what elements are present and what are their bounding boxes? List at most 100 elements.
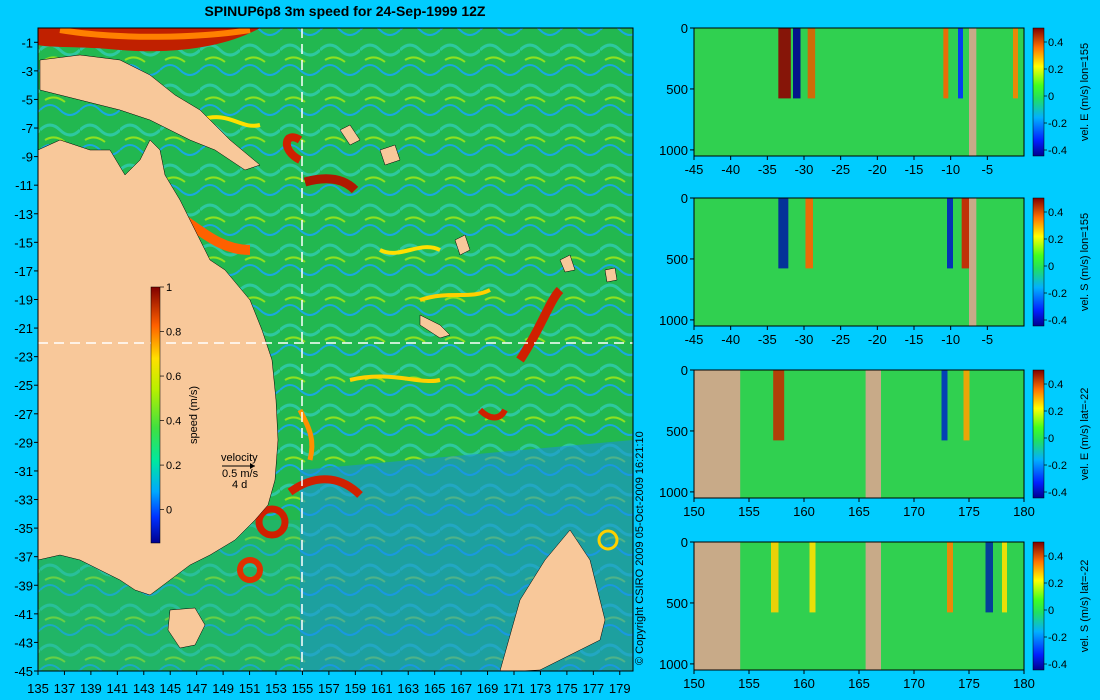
- section-y-tick: 0: [681, 535, 688, 550]
- velocity-streak: [947, 542, 953, 613]
- map-x-tick: 153: [265, 681, 287, 696]
- velocity-streak: [807, 28, 816, 99]
- section-x-tick: -35: [758, 332, 777, 347]
- map-x-tick: 149: [212, 681, 234, 696]
- section-x-tick: -10: [941, 332, 960, 347]
- map-y-tick: -39: [14, 578, 33, 593]
- map-y-tick: -45: [14, 664, 33, 679]
- section-land: [969, 28, 977, 156]
- section-y-tick: 0: [681, 363, 688, 378]
- velocity-key: velocity 0.5 m/s 4 d: [221, 452, 259, 491]
- map-x-tick: 145: [159, 681, 181, 696]
- map-y-tick: -31: [14, 464, 33, 479]
- speed-colorbar-tick: 0.4: [166, 416, 181, 428]
- map-y-tick: -35: [14, 521, 33, 536]
- section-x-tick: -25: [831, 162, 850, 177]
- section-y-tick: 1000: [659, 657, 688, 672]
- section-y-tick: 1000: [659, 313, 688, 328]
- velocity-streak: [941, 370, 948, 441]
- map-frame: [37, 27, 634, 672]
- map-x-tick: 179: [609, 681, 631, 696]
- tasmania: [167, 607, 206, 649]
- velocity-streak: [947, 198, 953, 269]
- section-x-tick: -30: [795, 332, 814, 347]
- section-colorbar-tick: 0.4: [1048, 207, 1063, 219]
- velocity-streak: [958, 28, 963, 99]
- section-x-tick: -20: [868, 332, 887, 347]
- section-x-tick: 180: [1013, 676, 1035, 691]
- section-colorbar-tick: 0: [1048, 261, 1054, 273]
- section-colorbar-tick: 0.4: [1048, 551, 1063, 563]
- map-y-tick: -27: [14, 407, 33, 422]
- map-y-tick: -7: [21, 121, 33, 136]
- velocity-key-speed: 0.5 m/s: [222, 468, 259, 480]
- map-x-tick: 173: [530, 681, 552, 696]
- section-x-tick: 170: [903, 676, 925, 691]
- section-colorbar-tick: -0.4: [1048, 315, 1067, 327]
- section-frame: [693, 197, 1025, 327]
- map-x-tick: 177: [582, 681, 604, 696]
- velocity-streak: [809, 542, 816, 613]
- velocity-streak: [805, 198, 813, 269]
- velocity-streak: [778, 198, 789, 269]
- section-colorbar-label: vel. S (m/s) lon=155: [1079, 213, 1091, 311]
- section-y-tick: 0: [681, 191, 688, 206]
- section-x-tick: 175: [958, 504, 980, 519]
- map-y-tick: -23: [14, 350, 33, 365]
- section-x-tick: 175: [958, 676, 980, 691]
- section-colorbar-tick: 0.2: [1048, 64, 1063, 76]
- section-colorbar-tick: 0: [1048, 91, 1054, 103]
- section-colorbar: [1032, 27, 1045, 157]
- section-x-tick: -25: [831, 332, 850, 347]
- section-y-tick: 500: [666, 596, 688, 611]
- velocity-key-days: 4 d: [232, 479, 247, 491]
- section-x-tick: 155: [738, 676, 760, 691]
- section-colorbar-tick: 0.2: [1048, 406, 1063, 418]
- map-y-tick: -41: [14, 607, 33, 622]
- section-land: [694, 542, 741, 670]
- speed-map: [38, 28, 633, 671]
- velocity-key-label: velocity: [221, 452, 258, 464]
- map-y-tick: -19: [14, 292, 33, 307]
- section-x-tick: 165: [848, 676, 870, 691]
- section-x-tick: 150: [683, 504, 705, 519]
- section-colorbar-tick: 0: [1048, 605, 1054, 617]
- speed-colorbar-tick: 0.6: [166, 371, 181, 383]
- section-colorbar-tick: 0.2: [1048, 234, 1063, 246]
- section-colorbar-tick: 0: [1048, 433, 1054, 445]
- map-x-tick: 165: [424, 681, 446, 696]
- speed-colorbar-label: speed (m/s): [188, 386, 200, 444]
- speed-colorbar-tick: 1: [166, 282, 172, 294]
- map-y-tick: -17: [14, 264, 33, 279]
- velocity-streak: [1002, 542, 1007, 613]
- map-x-tick: 143: [133, 681, 155, 696]
- section-colorbar-tick: -0.4: [1048, 145, 1067, 157]
- section-colorbar-tick: -0.2: [1048, 632, 1067, 644]
- velocity-streak: [771, 542, 779, 613]
- section-x-tick: 180: [1013, 504, 1035, 519]
- speed-colorbar-tick: 0.2: [166, 460, 181, 472]
- section-y-tick: 0: [681, 21, 688, 36]
- velocity-streak: [943, 28, 949, 99]
- section-x-tick: -35: [758, 162, 777, 177]
- section-x-tick: -40: [721, 332, 740, 347]
- section-panels: -45 -40 -35 -30 -25 -20 -15 -10 -5 0 500 1000 0.4 0.2…: [659, 21, 1091, 691]
- section-panel-4: 150 155 160 165 170 175 180 0 500 1000 0.4 0.2 0 -0.2…: [659, 535, 1091, 691]
- map-x-tick: 147: [186, 681, 208, 696]
- section-panel-3: 150 155 160 165 170 175 180 0 500 1000 0.4 0.2 0 -0.2…: [659, 363, 1091, 519]
- map-x-tick: 151: [239, 681, 261, 696]
- section-x-tick: 160: [793, 676, 815, 691]
- map-x-tick: 169: [477, 681, 499, 696]
- map-y-tick: -21: [14, 321, 33, 336]
- velocity-streak: [773, 370, 785, 441]
- section-x-tick: -15: [905, 332, 924, 347]
- section-colorbar-tick: 0.4: [1048, 379, 1063, 391]
- figure-title: SPINUP6p8 3m speed for 24-Sep-1999 12Z: [205, 3, 486, 19]
- section-colorbar-label: vel. E (m/s) lon=155: [1079, 43, 1091, 141]
- map-x-tick: 135: [27, 681, 49, 696]
- map-x-tick: 159: [344, 681, 366, 696]
- new-guinea: [39, 54, 261, 171]
- section-x-tick: -15: [905, 162, 924, 177]
- section-colorbar-tick: -0.4: [1048, 487, 1067, 499]
- map-y-tick: -29: [14, 435, 33, 450]
